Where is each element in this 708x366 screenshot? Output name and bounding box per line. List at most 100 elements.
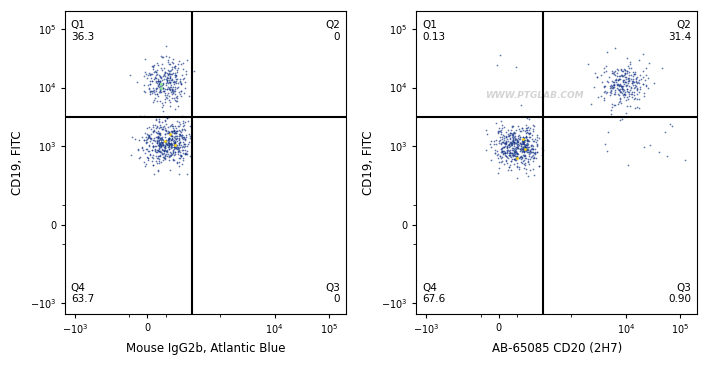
Point [132,79,143,85]
Point [169,144,180,150]
Point [166,86,178,92]
Point [523,146,534,152]
Point [490,120,501,126]
Point [161,94,172,100]
Point [503,132,515,138]
Point [605,83,616,89]
Point [168,79,179,85]
Point [511,139,523,145]
Point [618,81,629,86]
Point [499,150,510,156]
Point [176,81,187,86]
Text: Q4
63.7: Q4 63.7 [71,283,94,305]
Point [155,142,166,148]
Point [609,69,620,75]
Point [620,83,632,89]
Point [504,150,515,156]
Point [611,73,622,79]
Point [166,152,177,158]
Point [622,86,633,92]
Point [174,132,185,138]
Point [176,61,187,67]
Point [508,130,519,136]
Point [612,66,623,72]
Point [530,149,541,155]
Point [154,138,165,143]
Point [155,139,166,145]
Point [147,137,159,143]
Point [493,141,504,146]
Point [161,86,172,92]
Point [505,153,516,159]
Point [518,134,529,140]
Point [525,147,536,153]
Point [498,150,509,156]
Point [522,147,533,153]
Point [139,56,151,62]
Point [151,85,162,91]
Point [159,127,171,133]
Point [508,136,519,142]
Point [155,82,166,88]
Point [159,131,171,137]
Point [155,152,166,158]
Point [598,95,610,101]
Point [174,139,185,145]
Point [172,138,183,144]
Point [143,70,154,76]
Point [615,72,626,78]
Point [606,85,617,91]
Point [178,122,190,128]
Point [518,140,529,146]
Point [634,96,645,102]
Point [140,137,152,143]
Point [508,123,519,129]
Point [520,142,531,148]
Point [154,142,165,148]
Point [619,70,630,75]
Point [603,79,614,85]
Point [152,91,163,97]
Point [518,127,529,133]
Point [147,88,158,94]
Point [163,97,174,102]
Point [509,156,520,162]
Point [162,140,173,146]
Point [501,134,512,140]
Point [158,80,169,86]
Point [156,139,168,145]
Point [520,148,532,154]
Point [174,152,185,157]
Point [632,104,643,110]
Point [512,175,523,181]
Point [160,147,171,153]
Point [622,76,634,82]
Point [515,141,526,147]
Point [162,75,173,81]
Point [154,149,166,154]
Point [615,89,626,95]
Point [132,146,143,152]
Point [614,82,625,87]
Point [155,124,166,130]
Point [499,140,510,146]
Point [501,141,512,147]
Point [508,150,520,156]
Point [517,142,528,147]
Point [154,74,166,80]
Point [614,74,625,79]
Point [164,130,175,135]
Point [169,130,180,136]
Point [159,72,170,78]
Point [168,95,179,101]
Point [150,122,161,128]
Point [165,75,176,81]
Point [517,137,528,142]
Point [623,89,634,95]
Point [164,71,175,77]
X-axis label: AB-65085 CD20 (2H7): AB-65085 CD20 (2H7) [491,342,622,355]
Point [645,142,656,148]
Point [527,146,538,152]
Point [506,141,517,147]
Point [503,142,515,148]
